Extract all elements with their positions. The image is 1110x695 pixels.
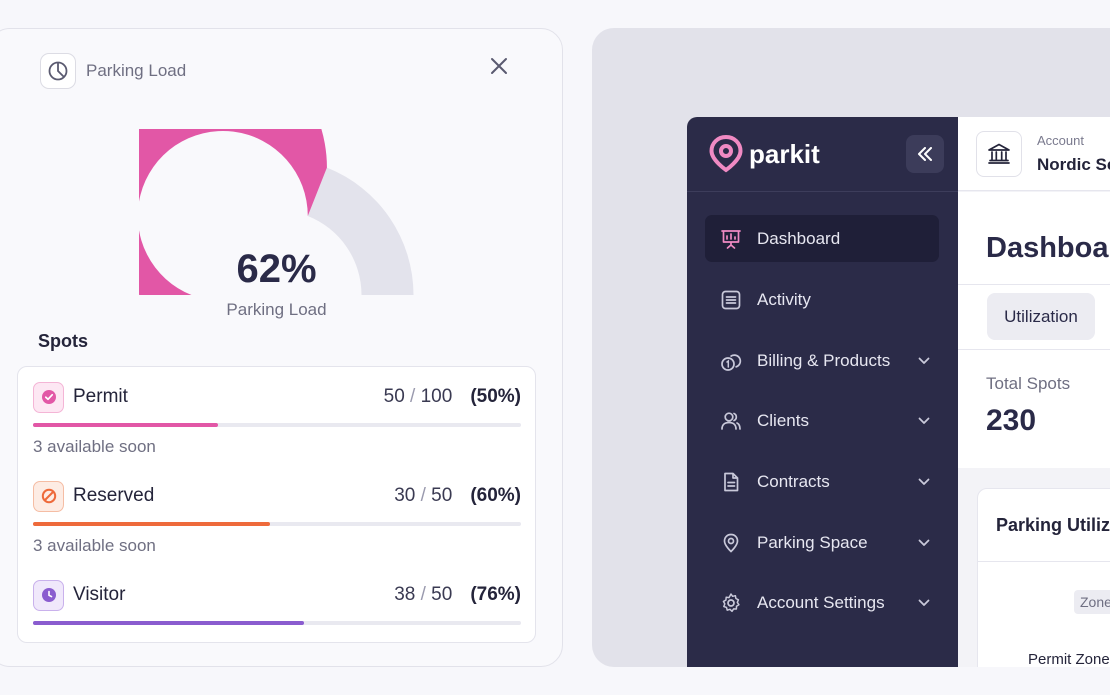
- brand-name: parkit: [749, 138, 820, 169]
- spots-list: Permit 50 / 100 (50%) 3 available soon R…: [17, 366, 536, 643]
- top-bar: Account Nordic Sc: [958, 117, 1110, 191]
- divider: [958, 349, 1110, 350]
- main-content: Account Nordic Sc Dashboard Utilization …: [958, 117, 1110, 667]
- presentation-chart-icon: [705, 215, 757, 262]
- load-gauge: [139, 129, 414, 295]
- spot-name: Permit: [73, 386, 128, 407]
- nav-item-contracts[interactable]: Contracts: [705, 458, 939, 505]
- map-pin-icon: [705, 519, 757, 566]
- stat-label: Total Spots: [986, 374, 1071, 393]
- brand-logo[interactable]: parkit: [709, 135, 820, 173]
- chevron-down-icon: [909, 478, 939, 486]
- collapse-sidebar-button[interactable]: [906, 135, 944, 173]
- spot-progress-fill: [33, 522, 271, 526]
- spot-permit: Permit 50 / 100 (50%) 3 available soon: [33, 381, 521, 457]
- app-window: parkit Dashboard Activity: [687, 117, 1110, 667]
- parking-utilization-card: Parking Utiliz Zone Permit Zone: [977, 488, 1110, 667]
- spot-progress-bar: [33, 522, 521, 526]
- nav-item-clients[interactable]: Clients: [705, 397, 939, 444]
- nav-label: Billing & Products: [757, 350, 891, 370]
- chevron-down-icon: [909, 417, 939, 425]
- divider: [958, 284, 1110, 285]
- nav-label: Activity: [757, 289, 811, 309]
- nav-label: Dashboard: [757, 228, 841, 248]
- spot-percent: (76%): [470, 584, 521, 605]
- gauge-percent: 62%: [236, 247, 317, 291]
- chevron-down-icon: [909, 599, 939, 607]
- spot-note: 3 available soon: [33, 437, 156, 456]
- users-icon: [705, 397, 757, 444]
- nav-item-account-settings[interactable]: Account Settings: [705, 579, 939, 626]
- spot-note: 3 available soon: [33, 536, 156, 555]
- spot-progress-fill: [33, 621, 304, 625]
- nav-item-activity[interactable]: Activity: [705, 276, 939, 323]
- tab-utilization[interactable]: Utilization: [987, 293, 1095, 340]
- permit-zone-label: Permit Zone: [1028, 651, 1110, 667]
- gauge-label: Parking Load: [226, 300, 327, 319]
- gauge-track: [307, 167, 414, 295]
- gear-icon: [705, 579, 757, 626]
- sidebar: parkit Dashboard Activity: [687, 117, 958, 667]
- nav-item-billing[interactable]: Billing & Products: [705, 337, 939, 384]
- spot-name: Reserved: [73, 485, 155, 506]
- card-title: Parking Load: [86, 61, 187, 80]
- gauge-fill: [139, 129, 327, 295]
- document-icon: [705, 458, 757, 505]
- account-label: Account: [1037, 133, 1084, 148]
- coins-icon: [705, 337, 757, 384]
- parking-load-card: Parking Load 62% Parking Load Spots Perm…: [0, 28, 563, 667]
- spot-percent: (50%): [470, 386, 521, 407]
- pie-chart-icon: [40, 53, 76, 89]
- card-title: Parking Utiliz: [996, 515, 1110, 535]
- dashboard-header: Dashboard Utilization Total Spots 230: [958, 192, 1110, 468]
- nav-label: Clients: [757, 410, 809, 430]
- close-button[interactable]: [487, 54, 511, 78]
- spot-progress-fill: [33, 423, 219, 427]
- spot-count: 30 / 50: [394, 485, 453, 506]
- nav-label: Contracts: [757, 471, 830, 491]
- map-pin-logo-icon: [709, 135, 743, 173]
- page-title: Dashboard: [986, 232, 1110, 264]
- bank-icon: [976, 131, 1022, 177]
- account-name[interactable]: Nordic Sc: [1037, 155, 1110, 174]
- close-icon: [491, 58, 507, 74]
- spot-progress-bar: [33, 621, 521, 625]
- double-chevron-left-icon: [918, 147, 932, 161]
- divider: [978, 561, 1110, 562]
- app-preview: parkit Dashboard Activity: [592, 28, 1110, 667]
- nav-item-parking-space[interactable]: Parking Space: [705, 519, 939, 566]
- zone-chip[interactable]: Zone: [1074, 590, 1110, 614]
- check-circle-icon: [33, 381, 64, 413]
- sidebar-divider: [687, 191, 958, 192]
- spot-reserved: Reserved 30 / 50 (60%) 3 available soon: [33, 480, 521, 556]
- spot-count: 50 / 100: [383, 386, 453, 407]
- spots-heading: Spots: [38, 331, 89, 351]
- spot-count: 38 / 50: [394, 584, 453, 605]
- card-header: Parking Load: [40, 53, 186, 89]
- spot-percent: (60%): [470, 485, 521, 506]
- chevron-down-icon: [909, 357, 939, 365]
- spot-visitor: Visitor 38 / 50 (76%): [33, 579, 521, 625]
- nav-label: Parking Space: [757, 532, 868, 552]
- stat-value: 230: [986, 404, 1037, 437]
- chevron-down-icon: [909, 539, 939, 547]
- list-icon: [705, 276, 757, 323]
- no-entry-icon: [33, 480, 64, 512]
- nav-label: Account Settings: [757, 592, 885, 612]
- spot-name: Visitor: [73, 584, 126, 605]
- spot-progress-bar: [33, 423, 521, 427]
- clock-icon: [33, 579, 64, 611]
- nav-item-dashboard[interactable]: Dashboard: [705, 215, 939, 262]
